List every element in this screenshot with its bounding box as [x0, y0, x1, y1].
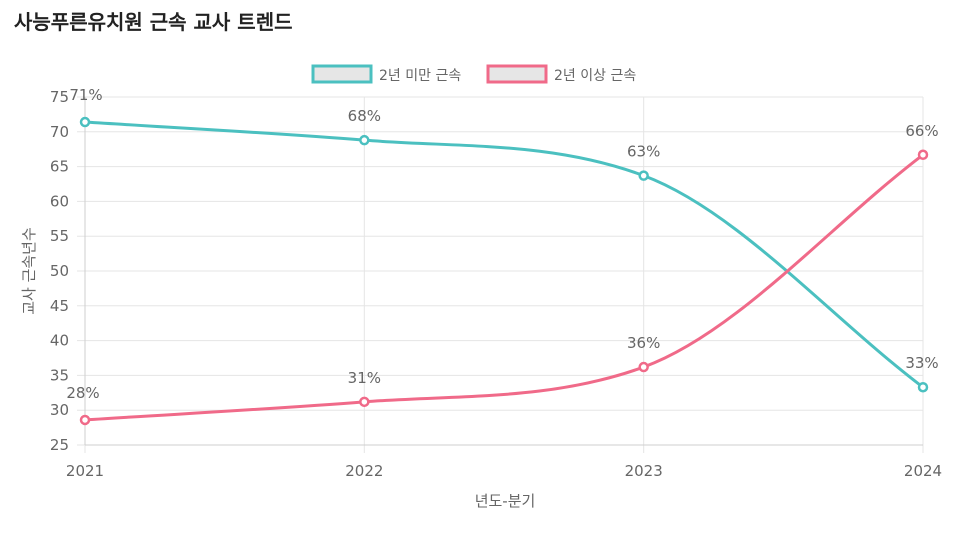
x-tick-label: 2024 [904, 462, 942, 480]
data-label: 63% [627, 143, 660, 161]
y-tick-label: 55 [50, 227, 69, 245]
data-point[interactable] [917, 381, 929, 393]
data-point[interactable] [917, 149, 929, 161]
data-label: 28% [66, 384, 99, 402]
y-tick-label: 25 [50, 436, 69, 454]
series-line-1 [84, 120, 924, 389]
y-tick-label: 75 [50, 88, 69, 106]
data-label: 71% [69, 86, 102, 104]
y-tick-label: 50 [50, 262, 69, 280]
y-tick-label: 40 [50, 332, 69, 350]
legend-swatch[interactable] [311, 64, 373, 84]
y-tick-label: 70 [50, 123, 69, 141]
y-tick-label: 45 [50, 297, 69, 315]
series-layer [79, 116, 929, 426]
data-point[interactable] [638, 361, 649, 373]
data-label: 66% [905, 122, 938, 140]
y-tick-label: 35 [50, 366, 69, 384]
data-point[interactable] [79, 116, 91, 128]
y-tick-label: 60 [50, 192, 69, 210]
grid-layer [77, 96, 924, 453]
legend: 2년 미만 근속 2년 이상 근속 [311, 64, 636, 84]
data-point[interactable] [638, 170, 649, 181]
y-tick-label: 65 [50, 158, 69, 176]
x-tick-label: 2023 [625, 462, 663, 480]
data-label: 68% [348, 107, 381, 125]
data-point[interactable] [79, 414, 91, 426]
legend-label[interactable]: 2년 이상 근속 [554, 68, 636, 84]
data-label: 31% [348, 369, 381, 387]
page-title: 사능푸른유치원 근속 교사 트렌드 [14, 10, 293, 34]
x-tick-label: 2021 [66, 462, 104, 480]
legend-label[interactable]: 2년 미만 근속 [379, 68, 461, 84]
data-point[interactable] [359, 396, 370, 408]
x-axis-title: 년도-분기 [475, 492, 536, 510]
data-labels-layer: 71% 68% 63% 33% 28% 31% 36% 66% [66, 86, 938, 402]
series-line-2 [84, 153, 924, 422]
axes-layer: 25 30 35 40 45 50 55 60 65 70 75 2021 2022 2023 2024 [50, 88, 942, 480]
data-label: 36% [627, 334, 660, 352]
y-tick-label: 30 [50, 401, 69, 419]
data-point[interactable] [359, 134, 370, 146]
x-tick-label: 2022 [345, 462, 383, 480]
data-label: 33% [905, 354, 938, 372]
y-axis-title: 교사 근속년수 [20, 227, 38, 315]
legend-swatch[interactable] [486, 64, 548, 84]
